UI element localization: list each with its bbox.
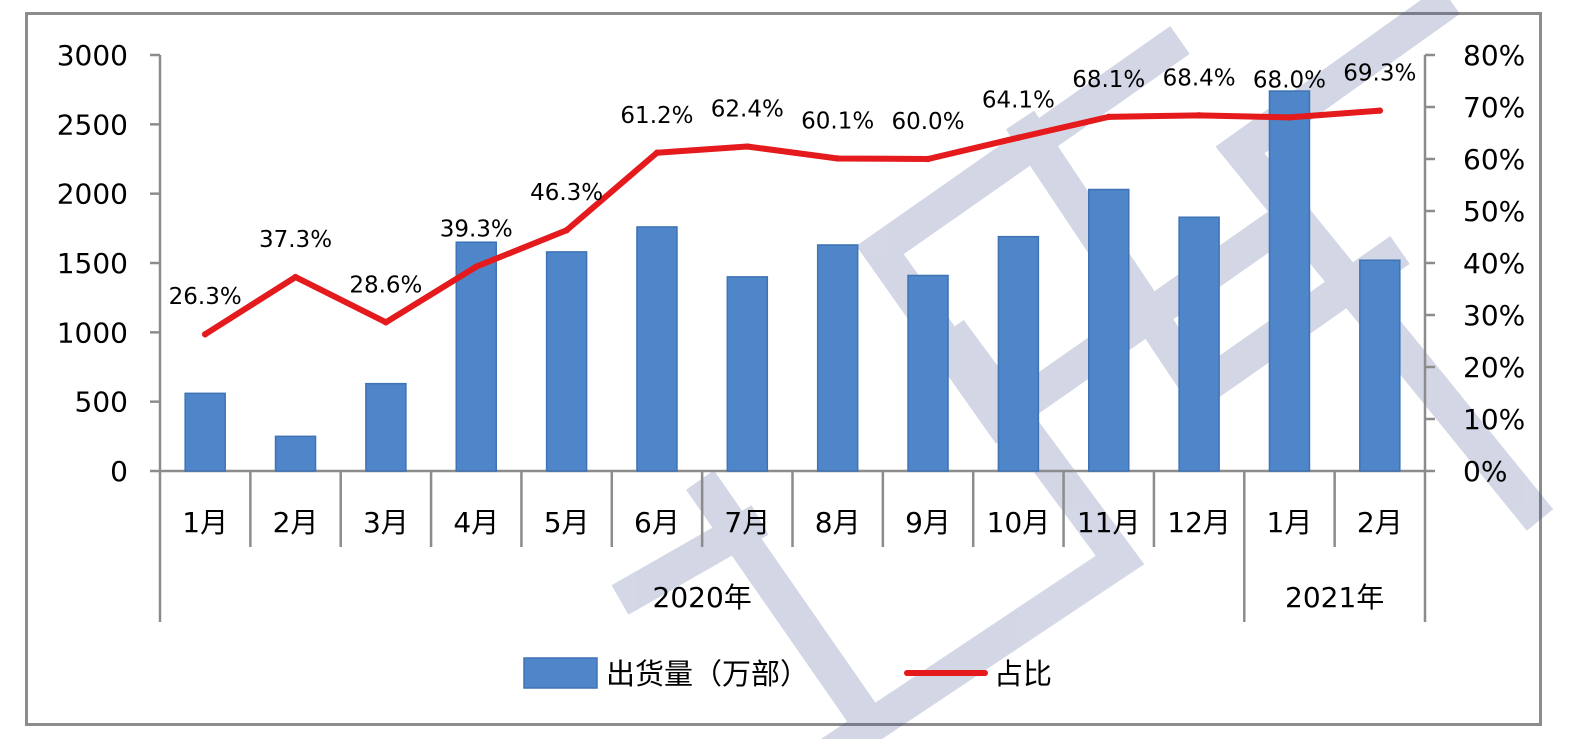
- line-data-label: 60.0%: [891, 109, 964, 135]
- legend: 出货量（万部） 占比: [523, 657, 1052, 691]
- line-data-label: 62.4%: [711, 97, 784, 123]
- line-data-label: 61.2%: [620, 103, 693, 129]
- x-category-label: 1月: [1267, 506, 1313, 539]
- line-data-label: 37.3%: [259, 227, 332, 253]
- x-category-label: 11月: [1077, 506, 1141, 539]
- y-right-tick-label: 20%: [1463, 351, 1525, 384]
- bar: [816, 244, 859, 472]
- bar: [1178, 216, 1220, 472]
- x-category-label: 2月: [273, 506, 319, 539]
- bar: [1088, 188, 1130, 472]
- x-category-label: 8月: [815, 506, 861, 539]
- line-point: [744, 143, 751, 150]
- bar: [455, 241, 497, 472]
- line-data-label: 68.1%: [1072, 67, 1145, 93]
- y-right-tick-label: 60%: [1463, 143, 1525, 176]
- line-data-label: 26.3%: [169, 284, 242, 310]
- line-series: [201, 107, 1384, 338]
- bar: [545, 251, 588, 472]
- line-point: [292, 273, 299, 281]
- y-left-tick-label: 2000: [57, 178, 128, 211]
- y-right-tick-label: 70%: [1463, 91, 1525, 124]
- line-data-label: 64.1%: [982, 88, 1055, 114]
- line-data-label: 68.0%: [1253, 67, 1326, 93]
- line-data-label: 69.3%: [1343, 61, 1416, 87]
- line-data-label: 39.3%: [440, 217, 513, 243]
- line-path: [202, 107, 1383, 338]
- y-right-tick-label: 80%: [1463, 39, 1525, 72]
- x-category-label: 2月: [1357, 506, 1403, 539]
- line-data-label: 68.4%: [1163, 65, 1236, 91]
- x-category-label: 1月: [182, 506, 228, 539]
- y-left-tick-label: 3000: [57, 39, 128, 72]
- y-right-tick-label: 30%: [1463, 299, 1525, 332]
- line-point: [1195, 112, 1203, 119]
- x-category-label: 7月: [724, 506, 770, 539]
- line-point: [924, 155, 932, 163]
- x-category-label: 6月: [634, 506, 680, 539]
- x-category-label: 10月: [987, 506, 1051, 539]
- x-category-label: 5月: [544, 506, 590, 539]
- line-point: [382, 319, 390, 326]
- x-year-label: 2020年: [653, 581, 752, 614]
- x-category-label: 9月: [905, 506, 951, 539]
- y-right-tick-label: 40%: [1463, 247, 1525, 280]
- line-point: [563, 227, 570, 234]
- y-right-tick-label: 50%: [1463, 195, 1525, 228]
- bar: [726, 276, 769, 472]
- y-right-tick-label: 0%: [1463, 455, 1507, 488]
- y-right-tick-label: 10%: [1463, 403, 1525, 436]
- y-left-tick-label: 1000: [57, 316, 128, 349]
- bar: [636, 226, 678, 472]
- bar: [184, 392, 226, 472]
- bar: [274, 435, 317, 472]
- line-point: [1015, 134, 1022, 141]
- bar: [1268, 90, 1311, 472]
- x-year-label: 2021年: [1285, 581, 1384, 614]
- y-left-tick-label: 0: [110, 455, 128, 488]
- x-category-label: 12月: [1167, 506, 1231, 539]
- bar: [997, 235, 1040, 472]
- y-left-tick-label: 2500: [57, 108, 128, 141]
- line-point: [473, 263, 480, 270]
- y-left-tick-label: 1500: [57, 247, 128, 280]
- bar: [1359, 259, 1401, 472]
- bar: [365, 382, 407, 472]
- y-left-tick-label: 500: [75, 386, 128, 419]
- line-point: [653, 149, 661, 156]
- line-point: [1286, 114, 1293, 121]
- line-data-label: 46.3%: [530, 180, 603, 206]
- x-category-label: 3月: [363, 506, 409, 539]
- x-category-label: 4月: [453, 506, 499, 539]
- line-data-label: 28.6%: [349, 272, 422, 298]
- data-labels: 26.3% 37.3% 28.6% 39.3% 46.3% 61.2% 62.4% 60.1%…: [169, 61, 1417, 311]
- line-data-label: 60.1%: [801, 108, 874, 134]
- legend-swatch-bar: [523, 657, 598, 689]
- line-point: [201, 331, 209, 338]
- axes: 0 500 1000 1500 2000 2500 3000 0% 10% 20% 30% 40% 50…: [57, 39, 1525, 622]
- bar: [907, 274, 949, 472]
- legend-label-bar: 出货量（万部）: [606, 657, 809, 691]
- bar-series: [184, 90, 1401, 472]
- line-point: [1376, 107, 1384, 114]
- line-point: [834, 155, 841, 162]
- line-point: [1105, 113, 1112, 121]
- legend-label-line: 占比: [994, 657, 1052, 691]
